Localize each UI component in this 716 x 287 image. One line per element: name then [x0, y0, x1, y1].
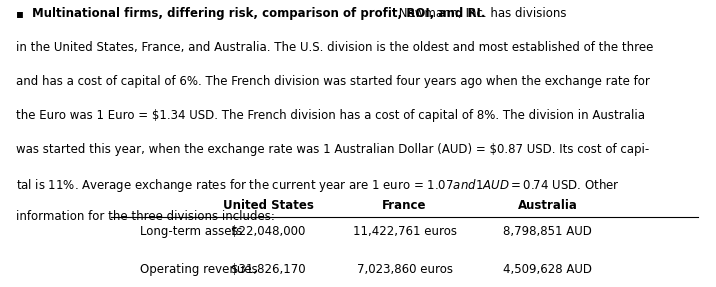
Text: ▪: ▪ — [16, 7, 24, 20]
Text: Operating revenues: Operating revenues — [140, 263, 257, 276]
Text: Newmann, Inc. has divisions: Newmann, Inc. has divisions — [395, 7, 567, 20]
Text: Long-term assets: Long-term assets — [140, 225, 242, 238]
Text: $31,826,170: $31,826,170 — [231, 263, 306, 276]
Text: was started this year, when the exchange rate was 1 Australian Dollar (AUD) = $0: was started this year, when the exchange… — [16, 143, 649, 156]
Text: tal is 11%. Average exchange rates for the current year are 1 euro = $1.07 and 1: tal is 11%. Average exchange rates for t… — [16, 177, 619, 193]
Text: 8,798,851 AUD: 8,798,851 AUD — [503, 225, 592, 238]
Text: France: France — [382, 199, 427, 212]
Text: information for the three divisions includes:: information for the three divisions incl… — [16, 210, 275, 223]
Text: the Euro was 1 Euro = $1.34 USD. The French division has a cost of capital of 8%: the Euro was 1 Euro = $1.34 USD. The Fre… — [16, 109, 644, 122]
Text: Australia: Australia — [518, 199, 578, 212]
Text: and has a cost of capital of 6%. The French division was started four years ago : and has a cost of capital of 6%. The Fre… — [16, 75, 649, 88]
Text: Multinational firms, differing risk, comparison of profit, ROI, and RI.: Multinational firms, differing risk, com… — [32, 7, 485, 20]
Text: 7,023,860 euros: 7,023,860 euros — [357, 263, 453, 276]
Text: in the United States, France, and Australia. The U.S. division is the oldest and: in the United States, France, and Austra… — [16, 41, 653, 54]
Text: 11,422,761 euros: 11,422,761 euros — [352, 225, 457, 238]
Text: $22,048,000: $22,048,000 — [231, 225, 306, 238]
Text: 4,509,628 AUD: 4,509,628 AUD — [503, 263, 592, 276]
Text: United States: United States — [223, 199, 314, 212]
